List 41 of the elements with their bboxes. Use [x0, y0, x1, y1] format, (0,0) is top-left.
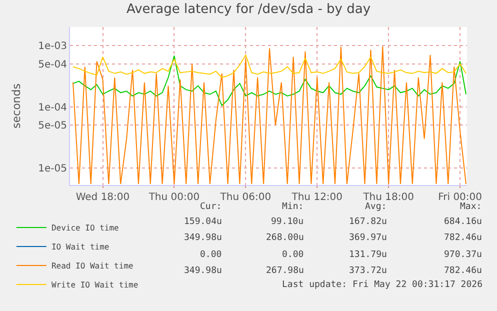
y-tick-label: 1e-04	[38, 102, 67, 114]
legend-label: IO Wait time	[51, 242, 110, 252]
x-tick-label: Fri 00:00	[438, 192, 482, 203]
text: 99.10u	[271, 217, 304, 227]
text: 159.04u	[184, 217, 222, 227]
line-series	[72, 54, 467, 78]
text: 0.00	[282, 250, 304, 260]
text: Max:	[460, 202, 482, 212]
line-series	[72, 55, 467, 106]
text: 782.46u	[444, 233, 482, 243]
text: 970.37u	[444, 250, 482, 260]
y-axis-title: seconds	[10, 83, 23, 128]
x-tick-label: Wed 18:00	[76, 192, 130, 203]
text: 369.97u	[349, 233, 387, 243]
text: Last update: Fri May 22 00:31:17 2026	[282, 280, 482, 290]
text: 349.98u	[184, 233, 222, 243]
legend-label: Read IO Wait time	[51, 262, 134, 271]
line-series	[72, 46, 467, 185]
text: 131.79u	[349, 250, 387, 260]
text: 684.16u	[444, 217, 482, 227]
text: 167.82u	[349, 217, 387, 227]
x-tick-label: Thu 06:00	[219, 192, 272, 203]
y-tick-label: 1e-03	[38, 40, 67, 52]
text: 782.46u	[444, 266, 482, 276]
text: 373.72u	[349, 266, 387, 276]
text: Cur:	[200, 202, 222, 212]
text: 267.98u	[266, 266, 304, 276]
x-tick-label: Thu 00:00	[148, 192, 200, 203]
y-tick-label: 5e-05	[38, 120, 67, 132]
text: 268.00u	[266, 233, 304, 243]
text: Min:	[282, 202, 304, 212]
x-tick-label: Thu 18:00	[362, 192, 414, 203]
text: 0.00	[200, 250, 222, 260]
text: 349.98u	[184, 266, 222, 276]
legend-label: Write IO Wait time	[51, 280, 138, 290]
text: Avg:	[365, 202, 387, 212]
legend-label: Device IO time	[51, 224, 120, 233]
x-tick-label: Thu 12:00	[290, 192, 343, 203]
y-tick-label: 5e-04	[38, 59, 67, 70]
chart-title: Average latency for /dev/sda - by day	[126, 2, 371, 18]
y-tick-label: 1e-05	[38, 164, 67, 175]
